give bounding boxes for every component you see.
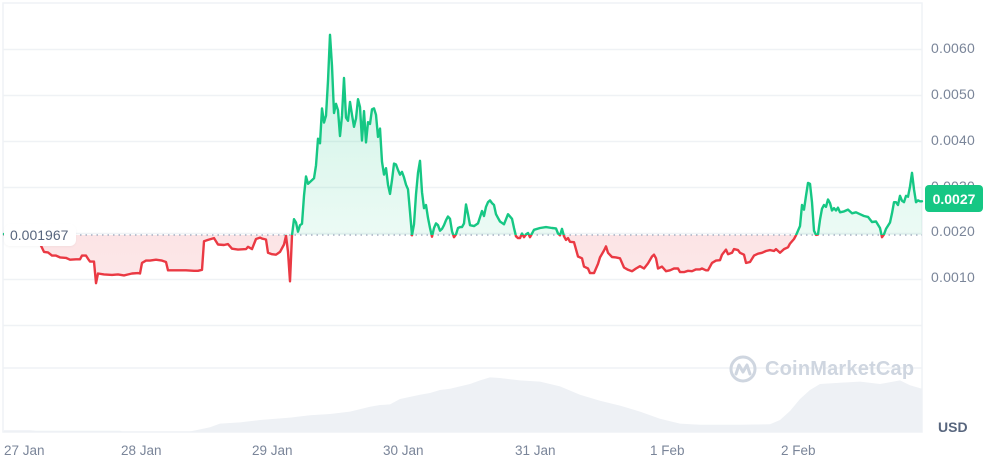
y-axis-label: 0.0060 [931,40,976,56]
currency-label: USD [938,419,968,435]
baseline-price-badge: 0.001967 [4,224,77,246]
current-price-badge: 0.0027 [925,185,983,212]
x-axis-label: 2 Feb [781,443,816,458]
x-axis-label: 30 Jan [383,443,424,458]
x-axis-label: 28 Jan [121,443,162,458]
price-fill [4,34,922,284]
watermark-text: CoinMarketCap [765,357,915,380]
watermark: CoinMarketCap [729,355,914,383]
x-axis-label: 29 Jan [252,443,293,458]
y-axis-label: 0.0050 [931,86,976,102]
volume-area [4,377,922,432]
coinmarketcap-logo-icon [729,355,757,383]
y-axis-label: 0.0040 [931,132,976,148]
y-axis-label: 0.0020 [931,223,976,239]
y-axis-label: 0.0010 [931,269,976,285]
x-axis-label: 1 Feb [650,443,685,458]
x-axis-label: 31 Jan [515,443,556,458]
price-line [2,33,924,285]
x-axis-label: 27 Jan [4,443,45,458]
